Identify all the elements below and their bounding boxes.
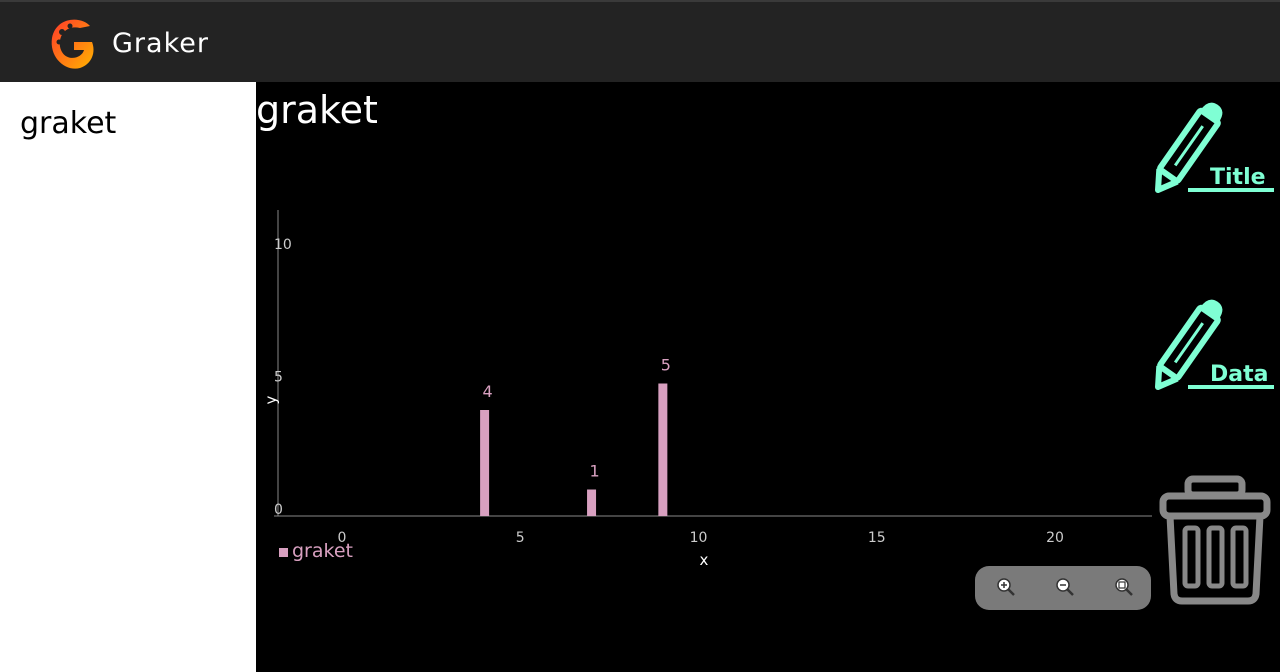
legend: graket xyxy=(279,540,353,562)
zoom-out-icon[interactable] xyxy=(1054,576,1076,598)
x-axis-label: x xyxy=(700,551,709,569)
app-title: Graker xyxy=(112,28,209,59)
title-button-label: Title xyxy=(1210,165,1266,190)
x-tick-label: 15 xyxy=(868,530,886,546)
bar xyxy=(658,383,668,516)
legend-swatch xyxy=(279,548,288,557)
data-label: 5 xyxy=(661,356,671,375)
data-button-label: Data xyxy=(1210,362,1268,387)
data-label: 4 xyxy=(483,382,493,401)
x-tick-label: 10 xyxy=(690,530,708,546)
bar xyxy=(587,489,597,516)
zoom-controls xyxy=(975,566,1151,610)
zoom-in-icon[interactable] xyxy=(995,576,1017,598)
edit-data-button[interactable]: Data xyxy=(1152,289,1276,393)
y-tick-label: 5 xyxy=(274,370,283,386)
y-tick-label: 0 xyxy=(274,502,283,518)
trash-icon xyxy=(1159,475,1271,605)
legend-label: graket xyxy=(292,540,353,562)
edit-title-button[interactable]: Title xyxy=(1152,92,1276,196)
pencil-icon: Title xyxy=(1155,102,1274,193)
chart-panel: graket 0 5 10 0 5 10 15 20 x y 4 1 5 graket xyxy=(256,82,1280,672)
y-tick-label: 10 xyxy=(274,237,292,253)
graker-logo-icon xyxy=(51,19,94,69)
sidebar: graket xyxy=(0,82,256,672)
chart-title[interactable]: graket xyxy=(256,88,378,132)
x-tick-label: 20 xyxy=(1046,530,1064,546)
x-tick-label: 5 xyxy=(516,530,525,546)
delete-button[interactable] xyxy=(1158,474,1272,606)
zoom-reset-icon[interactable] xyxy=(1113,576,1135,598)
data-label: 1 xyxy=(589,462,599,481)
y-axis-label: y xyxy=(262,395,280,404)
app-bar: Graker xyxy=(0,0,1280,82)
bar xyxy=(480,410,490,516)
pencil-icon: Data xyxy=(1155,299,1274,390)
sidebar-item-graket[interactable]: graket xyxy=(20,106,117,141)
x-tick-label: 0 xyxy=(338,530,347,546)
